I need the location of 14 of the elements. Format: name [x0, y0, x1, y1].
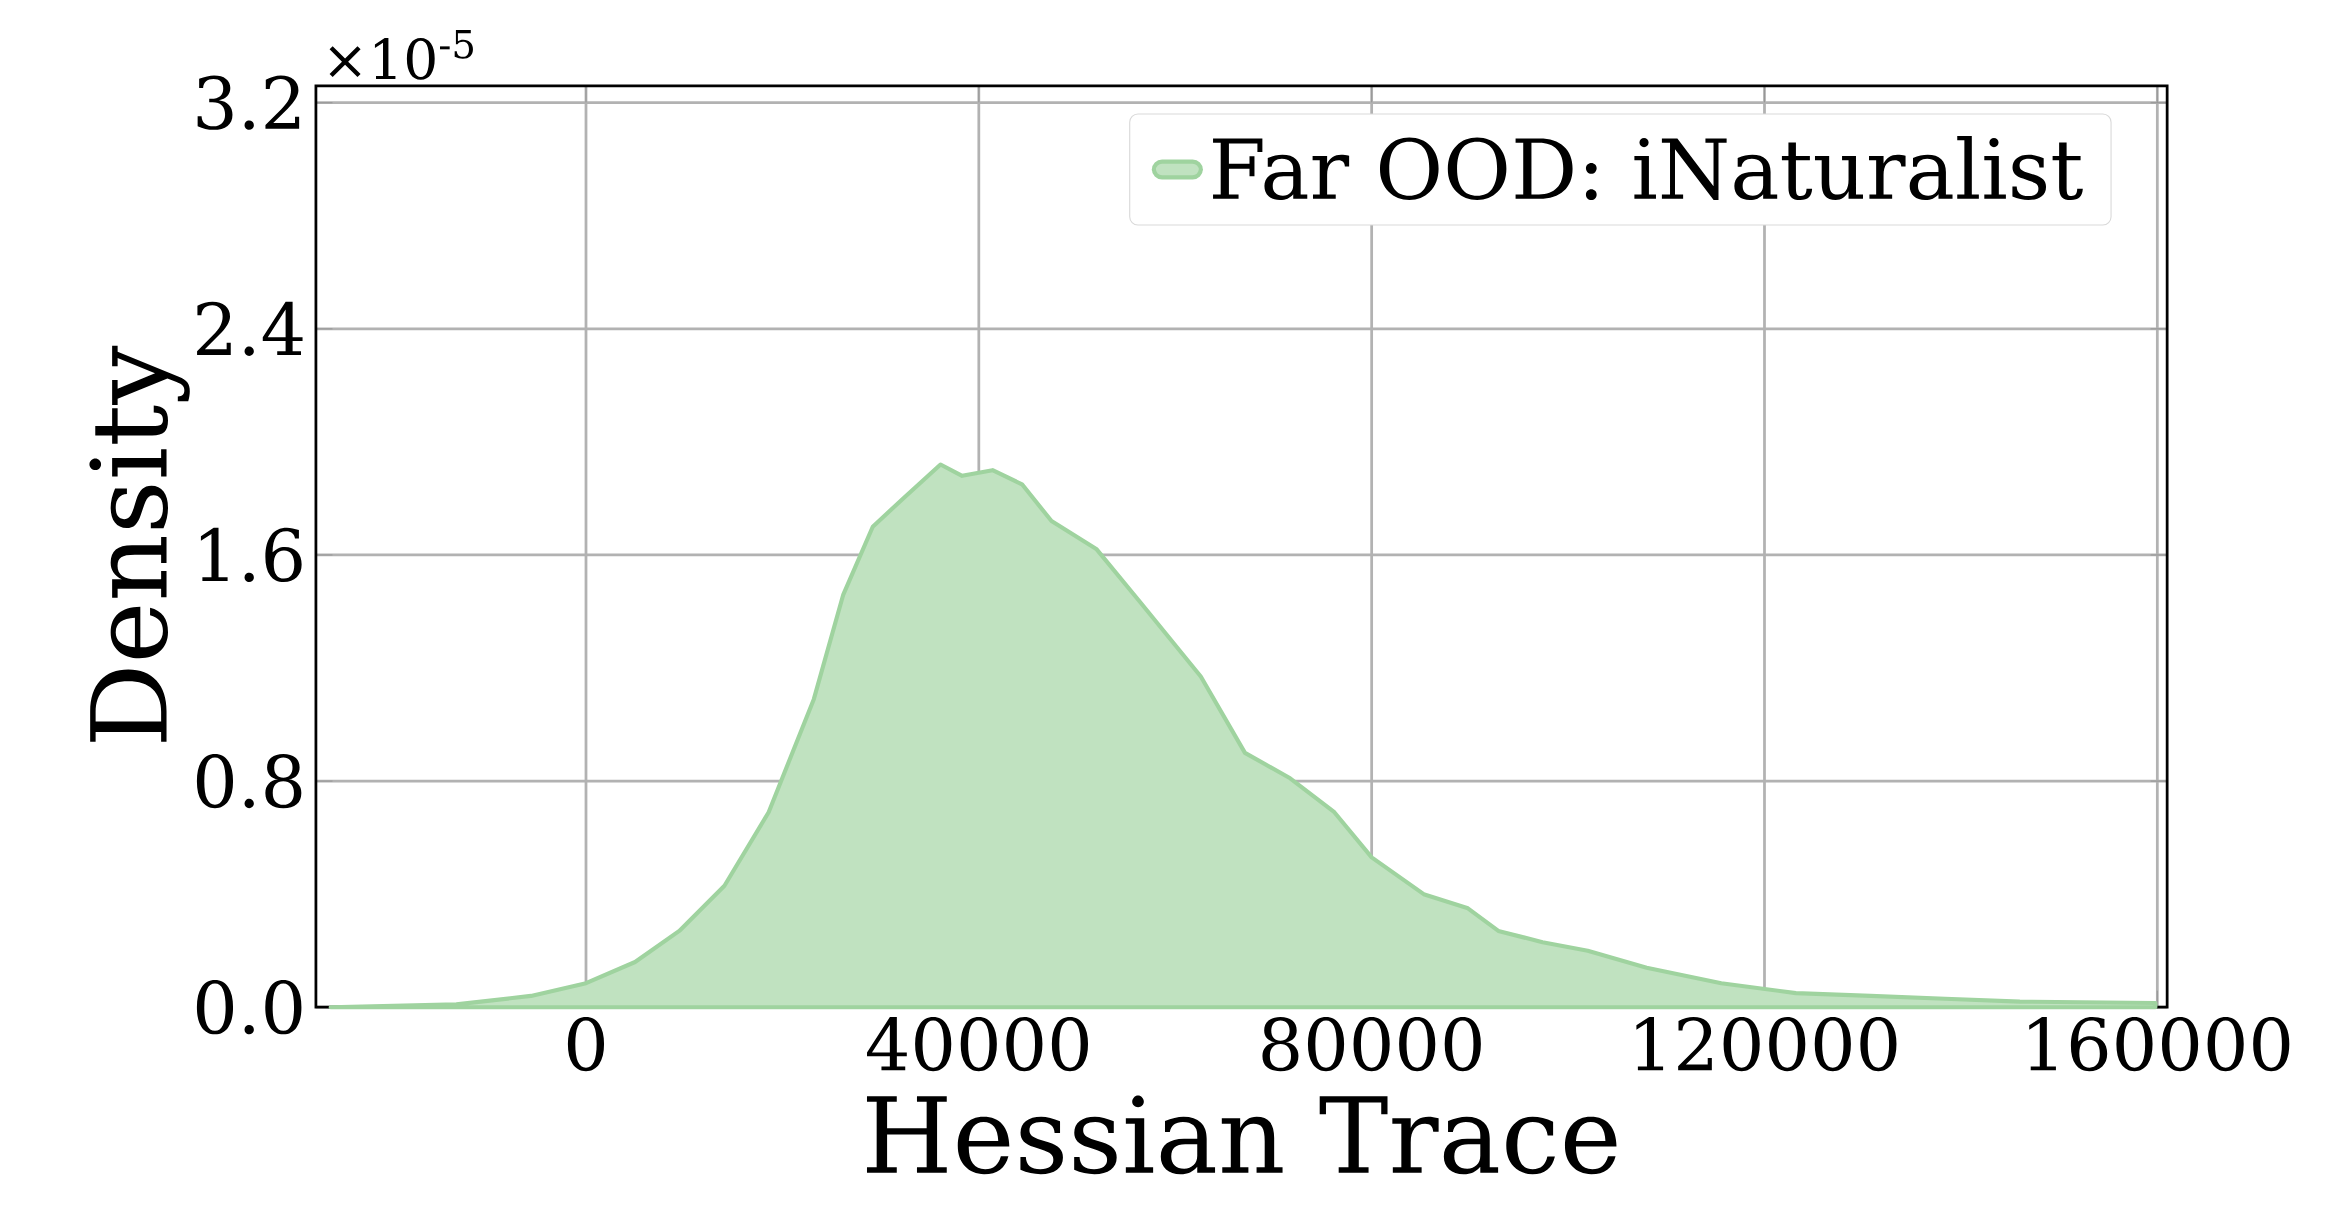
y-tick-label: 3.2	[197, 75, 300, 130]
x-tick-label: 0	[567, 1016, 605, 1072]
x-axis-title: Hessian Trace	[866, 1095, 1617, 1175]
x-tick-label: 40000	[867, 1016, 1089, 1072]
y-tick-label: 2.4	[197, 301, 303, 356]
text: ×10$^{-5}$	[329, 29, 473, 80]
y-tick-label: 0.0	[196, 979, 302, 1035]
y-axis-title: Density	[89, 345, 190, 742]
legend-label: Far OOD: iNaturalist	[1213, 135, 2083, 200]
x-tick-label: 120000	[1636, 1016, 1897, 1072]
y-tick-label: 0.8	[196, 753, 302, 809]
x-tick-label: 160000	[2029, 1016, 2290, 1072]
y-tick-label: 1.6	[200, 527, 302, 582]
x-tick-label: 80000	[1262, 1016, 1481, 1072]
